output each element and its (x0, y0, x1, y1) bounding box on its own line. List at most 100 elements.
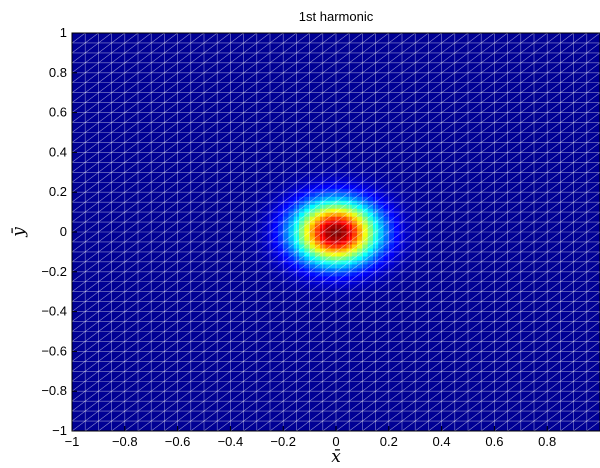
heat-cell (320, 192, 327, 197)
heat-cell (209, 116, 216, 122)
heat-cell (72, 315, 78, 321)
heat-cell (124, 315, 131, 321)
heat-cell (103, 335, 110, 341)
heat-cell (151, 128, 158, 134)
heat-cell (151, 96, 158, 102)
heat-cell (288, 232, 295, 237)
heat-cell (309, 243, 316, 249)
heat-cell (198, 371, 205, 376)
heat-cell (198, 72, 205, 78)
heat-cell (320, 156, 327, 161)
heat-cell (93, 375, 99, 380)
heat-cell (293, 311, 300, 317)
heat-cell (314, 351, 321, 356)
heat-cell (114, 216, 121, 221)
heat-cell (156, 164, 163, 169)
heat-cell (172, 204, 179, 209)
heat-cell (283, 335, 290, 341)
heat-cell (262, 371, 268, 376)
heat-cell (277, 200, 284, 205)
heat-cell (277, 112, 284, 118)
heat-cell (304, 407, 311, 412)
heat-cell (93, 72, 99, 78)
heat-cell (140, 235, 147, 241)
heat-cell (198, 224, 205, 229)
heat-cell (272, 347, 279, 352)
heat-cell (98, 271, 105, 277)
heat-cell (177, 335, 184, 341)
heat-cell (309, 132, 316, 138)
heat-cell (72, 228, 78, 233)
heat-cell (167, 92, 173, 98)
heat-cell (124, 232, 131, 237)
heat-cell (193, 208, 200, 213)
heat-cell (277, 176, 284, 181)
heat-cell (209, 228, 216, 233)
heat-cell (225, 287, 231, 293)
heat-cell (98, 407, 105, 412)
heat-cell (262, 68, 268, 74)
heat-cell (167, 387, 173, 392)
heat-cell (156, 168, 163, 173)
heat-cell (98, 84, 105, 90)
heat-cell (325, 33, 332, 38)
heat-cell (145, 303, 152, 309)
heat-cell (177, 247, 184, 253)
heat-cell (124, 407, 131, 412)
heat-cell (77, 387, 84, 392)
heat-cell (198, 148, 205, 153)
heat-cell (225, 235, 231, 241)
heat-cell (314, 204, 321, 209)
heat-cell (145, 100, 152, 106)
heat-cell (72, 232, 78, 237)
heat-cell (246, 307, 253, 313)
heat-cell (140, 323, 147, 329)
heat-cell (256, 343, 263, 349)
heat-cell (256, 176, 263, 181)
heat-cell (98, 168, 105, 173)
heat-cell (177, 347, 184, 352)
heat-cell (204, 311, 210, 317)
heat-cell (103, 367, 110, 372)
heat-cell (198, 275, 205, 281)
heat-cell (114, 315, 121, 321)
heat-cell (277, 263, 284, 269)
heat-cell (262, 216, 268, 221)
heat-cell (325, 68, 332, 74)
heat-cell (246, 144, 253, 150)
heat-cell (304, 251, 311, 257)
heat-cell (246, 80, 253, 86)
heat-cell (325, 391, 332, 396)
heat-cell (288, 255, 295, 261)
heat-cell (219, 148, 226, 153)
heat-cell (198, 124, 205, 130)
heat-cell (87, 68, 94, 74)
heat-cell (262, 228, 268, 233)
heat-cell (177, 295, 184, 301)
heat-cell (182, 76, 189, 82)
heat-cell (98, 88, 105, 94)
heat-cell (277, 395, 284, 400)
heat-cell (251, 48, 258, 54)
heat-cell (198, 291, 205, 297)
heat-cell (246, 315, 253, 321)
heat-cell (299, 387, 305, 392)
heat-cell (330, 172, 337, 177)
heat-cell (251, 232, 258, 237)
heat-cell (114, 423, 121, 428)
heat-cell (204, 347, 210, 352)
heat-cell (156, 351, 163, 356)
heat-cell (82, 168, 89, 173)
heat-cell (98, 228, 105, 233)
heat-cell (72, 251, 78, 257)
heat-cell (151, 184, 158, 189)
heat-cell (145, 395, 152, 400)
heat-cell (325, 112, 332, 118)
heat-cell (151, 375, 158, 380)
heat-cell (299, 375, 305, 380)
heat-cell (182, 331, 189, 337)
heat-cell (103, 327, 110, 333)
heat-cell (77, 196, 84, 201)
heat-cell (320, 263, 327, 269)
heat-cell (193, 144, 200, 150)
